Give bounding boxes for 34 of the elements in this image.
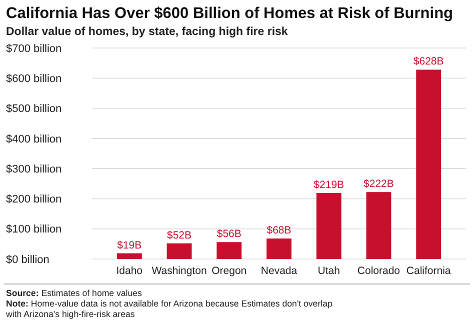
x-tick-label: Utah — [318, 265, 340, 277]
data-label: $222B — [364, 178, 394, 190]
data-label: $52B — [167, 229, 192, 242]
y-tick-label: $600 billion — [6, 72, 62, 85]
data-label: $68B — [266, 224, 292, 237]
chart-title: California Has Over $600 Billion of Homes at Risk of Burning — [6, 5, 454, 22]
chart-subtitle: Dollar value of homes, by state, facing high fire risk — [6, 26, 288, 38]
y-tick-label: $200 billion — [6, 194, 62, 206]
y-tick-label: $400 billion — [6, 133, 62, 146]
data-label: $19B — [117, 239, 142, 252]
y-tick-label: $100 billion — [6, 224, 62, 236]
y-tick-label: $700 billion — [6, 42, 62, 55]
source-note: Source: Estimates of home values — [6, 288, 143, 298]
text: with Arizona's high-fire-risk areas — [5, 309, 136, 319]
x-tick-label: Oregon — [212, 265, 247, 277]
y-tick-label: $300 billion — [6, 163, 62, 176]
bar — [416, 70, 442, 259]
bar — [366, 192, 392, 259]
bar — [216, 242, 242, 259]
data-label: $56B — [216, 228, 242, 240]
x-tick-label: Washington — [152, 265, 207, 277]
text: Note: Home-value data is not available for Arizona because Estimates don't overlap — [6, 298, 332, 308]
y-tick-label: $500 billion — [6, 103, 62, 116]
bar — [166, 243, 192, 259]
x-tick-label: Nevada — [260, 265, 298, 277]
y-tick-label: $0 billion — [6, 254, 50, 266]
bar — [316, 192, 342, 259]
data-label: $219B — [314, 178, 344, 191]
x-tick-label: California — [406, 265, 451, 277]
data-label: $628B — [413, 56, 444, 68]
bar — [266, 238, 292, 259]
bar — [116, 253, 142, 259]
x-tick-label: Idaho — [116, 265, 143, 277]
x-tick-label: Colorado — [357, 265, 400, 277]
